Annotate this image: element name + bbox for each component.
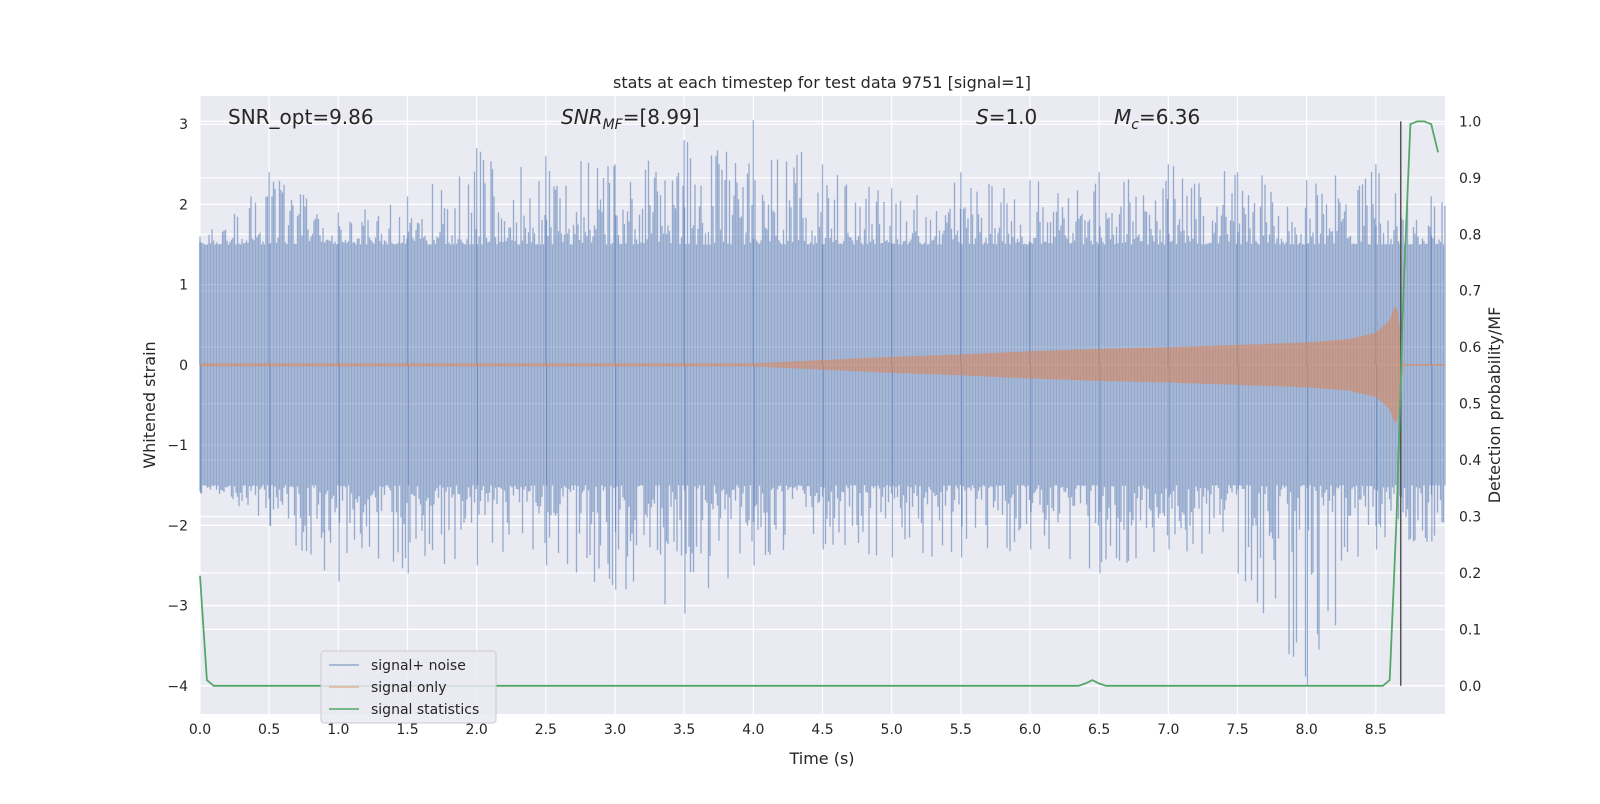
y-tick-label: −1 [167, 438, 188, 454]
x-tick-label: 8.0 [1296, 722, 1318, 738]
x-tick-label: 8.5 [1365, 722, 1387, 738]
x-tick-label: 5.5 [950, 722, 972, 738]
s-rest: =1.0 [989, 105, 1038, 129]
legend-label-signal-noise: signal+ noise [371, 658, 466, 674]
y-tick-label: 3 [179, 117, 188, 133]
snr-mf-rest: =[8.99] [623, 105, 700, 129]
x-axis-label: Time (s) [788, 749, 854, 768]
y-tick-label: 0 [179, 358, 188, 374]
y2-tick-label: 0.9 [1459, 171, 1481, 187]
x-tick-label: 0.5 [258, 722, 280, 738]
y2-tick-label: 0.2 [1459, 566, 1481, 582]
y-axis-label: Whitened strain [140, 341, 159, 468]
y2-tick-label: 0.4 [1459, 453, 1481, 469]
legend-label-signal-only: signal only [371, 680, 446, 696]
x-tick-label: 4.5 [811, 722, 833, 738]
x-tick-label: 2.5 [535, 722, 557, 738]
x-tick-label: 2.0 [466, 722, 488, 738]
y2-axis-label: Detection probability/MF [1485, 307, 1504, 504]
x-tick-label: 7.5 [1226, 722, 1248, 738]
annotation-mc: Mc=6.36 [1114, 105, 1200, 133]
legend-label-signal-statistics: signal statistics [371, 702, 479, 718]
series-signal-only [200, 306, 1404, 423]
y2-tick-label: 1.0 [1459, 114, 1481, 130]
y-tick-label: 2 [179, 197, 188, 213]
legend: signal+ noise signal only signal statist… [320, 650, 497, 724]
series-signal-noise [199, 120, 1446, 686]
x-tick-label: 3.5 [673, 722, 695, 738]
y2-tick-label: 0.7 [1459, 284, 1481, 300]
x-tick-label: 5.0 [881, 722, 903, 738]
y2-tick-label: 0.1 [1459, 622, 1481, 638]
x-tick-label: 1.0 [327, 722, 349, 738]
y2-tick-label: 0.8 [1459, 227, 1481, 243]
y2-tick-label: 0.6 [1459, 340, 1481, 356]
y-tick-label: 1 [179, 278, 188, 294]
mc-sub: c [1131, 117, 1139, 133]
y-tick-label: −4 [167, 679, 188, 695]
snr-mf-sub: MF [603, 117, 624, 133]
s-base: S [976, 105, 989, 129]
y-tick-label: −2 [167, 518, 188, 534]
legend-box [320, 650, 497, 724]
x-tick-label: 3.0 [604, 722, 626, 738]
ticks: 0.0 0.5 1.0 1.5 2.0 2.5 3.0 3.5 4.0 4.5 5.0 5.5 6.0 6… [167, 114, 1481, 738]
series-signal-statistics [199, 120, 1439, 687]
y2-tick-label: 0.0 [1459, 679, 1481, 695]
y2-tick-label: 0.5 [1459, 397, 1481, 413]
y-tick-label: −3 [167, 599, 188, 615]
series-layer [199, 120, 1446, 687]
x-tick-label: 7.0 [1157, 722, 1179, 738]
x-tick-label: 6.5 [1088, 722, 1110, 738]
annotation-snr-mf: SNRMF=[8.99] [561, 105, 700, 133]
mc-rest: =6.36 [1139, 105, 1200, 129]
x-tick-label: 1.5 [396, 722, 418, 738]
x-tick-label: 0.0 [189, 722, 211, 738]
snr-mf-base: SNR [561, 105, 603, 129]
chart-title: stats at each timestep for test data 975… [613, 73, 1031, 92]
annotation-snr-opt: SNR_opt=9.86 [228, 105, 374, 129]
annotation-s: S=1.0 [976, 105, 1037, 129]
x-tick-label: 4.0 [742, 722, 764, 738]
x-tick-label: 6.0 [1019, 722, 1041, 738]
y2-tick-label: 0.3 [1459, 509, 1481, 525]
mc-base: M [1114, 105, 1131, 129]
